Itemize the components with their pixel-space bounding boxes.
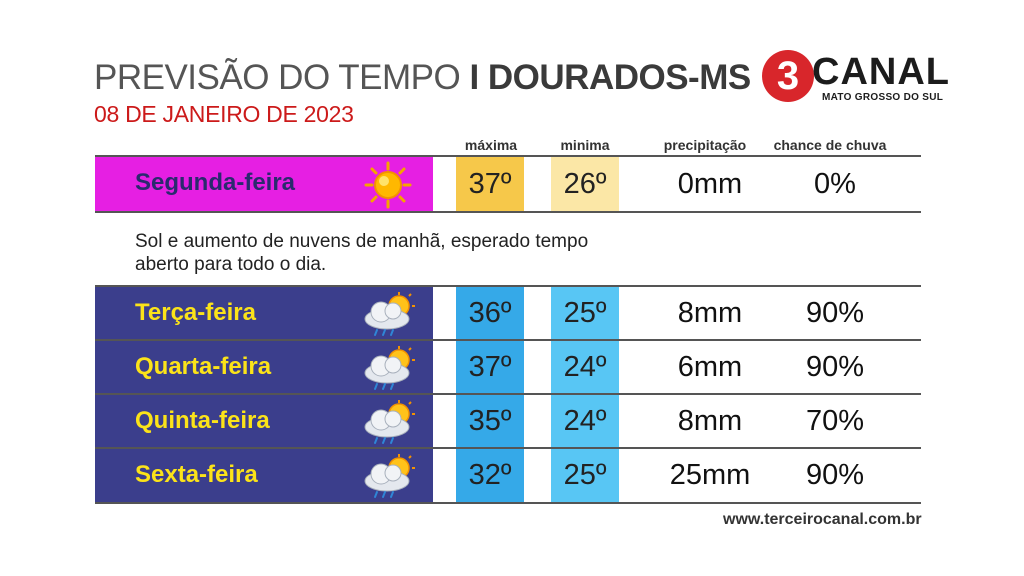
rain-chance: 90% — [805, 296, 865, 329]
day-label: Sexta-feira — [135, 461, 258, 488]
forecast-row-thursday: Quinta-feira 35º 24º 8mm 70% — [95, 393, 921, 447]
header-precip: precipitação — [663, 137, 747, 153]
precipitation: 25mm — [669, 459, 751, 491]
cloud-rain-sun-icon — [364, 292, 415, 336]
precipitation: 8mm — [677, 404, 743, 437]
forecast-row-wednesday: Quarta-feira 37º 24º 6mm 90% — [95, 339, 921, 393]
day-cell: Segunda-feira — [95, 157, 433, 211]
row-divider — [95, 447, 921, 449]
row-divider — [95, 285, 921, 287]
min-temp: 25º — [551, 287, 619, 339]
rain-chance: 90% — [805, 350, 865, 383]
forecast-row-monday: Segunda-feira 37º 26º 0mm 0% — [95, 155, 921, 213]
max-temp: 37º — [456, 341, 524, 393]
row-divider — [95, 502, 921, 504]
day-label: Terça-feira — [135, 299, 256, 326]
title-location: I DOURADOS-MS — [469, 58, 751, 97]
rain-chance: 90% — [805, 459, 865, 491]
precipitation: 0mm — [677, 167, 743, 200]
header-chance: chance de chuva — [773, 137, 887, 153]
sun-icon — [364, 161, 412, 209]
min-temp: 25º — [551, 449, 619, 502]
day-cell: Quarta-feira — [95, 341, 433, 393]
max-temp: 37º — [456, 157, 524, 211]
cloud-rain-sun-icon — [364, 346, 415, 390]
forecast-row-friday: Sexta-feira 32º 25º 25mm 90% — [95, 447, 921, 504]
day-cell: Terça-feira — [95, 287, 433, 339]
logo-subtitle: MATO GROSSO DO SUL — [822, 92, 944, 103]
logo-word: CANAL — [812, 51, 950, 93]
precipitation: 8mm — [677, 296, 743, 329]
row-divider — [95, 155, 921, 157]
logo-circle — [762, 50, 814, 102]
day-label: Segunda-feira — [135, 169, 296, 196]
cloud-rain-sun-icon — [364, 454, 415, 498]
row-divider — [95, 211, 921, 213]
day-cell: Quinta-feira — [95, 395, 433, 447]
header-min: minima — [560, 137, 610, 153]
min-temp: 24º — [551, 341, 619, 393]
min-temp: 24º — [551, 395, 619, 447]
rain-chance: 70% — [805, 404, 865, 437]
day-label: Quarta-feira — [135, 353, 272, 380]
day-cell: Sexta-feira — [95, 449, 433, 502]
page-title: PREVISÃO DO TEMPO I DOURADOS-MS — [94, 58, 751, 98]
max-temp: 35º — [456, 395, 524, 447]
day-label: Quinta-feira — [135, 407, 270, 434]
min-temp: 26º — [551, 157, 619, 211]
channel-logo: 3 CANAL MATO GROSSO DO SUL — [762, 46, 952, 108]
row-divider — [95, 393, 921, 395]
cloud-rain-sun-icon — [364, 400, 415, 444]
logo-number: 3 — [776, 54, 800, 98]
rain-chance: 0% — [814, 167, 856, 200]
title-prefix: PREVISÃO DO TEMPO — [94, 58, 470, 97]
forecast-row-tuesday: Terça-feira 36º 25º 8mm 90% — [95, 285, 921, 339]
max-temp: 32º — [456, 449, 524, 502]
precipitation: 6mm — [677, 350, 743, 383]
website-link[interactable]: www.terceirocanal.com.br — [723, 511, 922, 528]
forecast-description: Sol e aumento de nuvens de manhã, espera… — [135, 231, 589, 275]
max-temp: 36º — [456, 287, 524, 339]
header-max: máxima — [464, 137, 518, 153]
forecast-date: 08 DE JANEIRO DE 2023 — [94, 101, 354, 127]
row-divider — [95, 339, 921, 341]
